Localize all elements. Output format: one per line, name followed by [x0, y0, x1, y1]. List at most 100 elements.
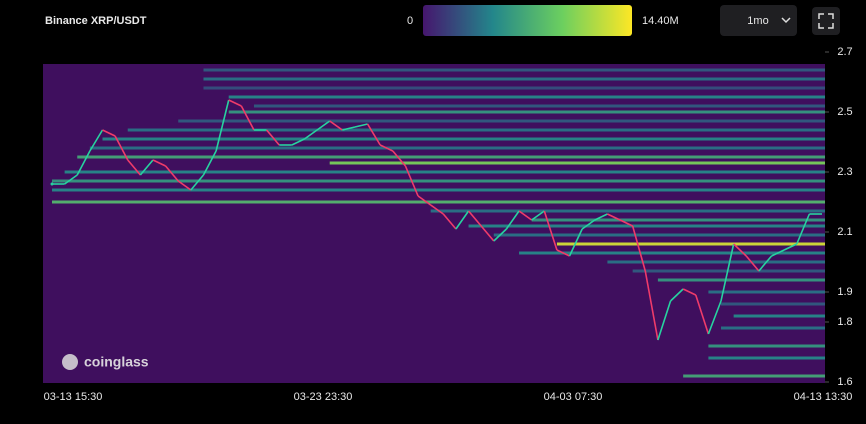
price-step	[127, 159, 141, 176]
price-step	[758, 255, 773, 272]
price-step	[442, 213, 457, 230]
price-step	[581, 219, 596, 230]
liquidity-band	[733, 314, 825, 318]
liquidity-band	[228, 110, 825, 114]
price-step	[556, 249, 570, 257]
price-step	[619, 219, 633, 227]
price-step	[745, 255, 760, 272]
price-step	[152, 159, 166, 167]
liquidity-band	[468, 224, 825, 228]
liquidity-band	[519, 251, 825, 255]
liquidity-band	[52, 188, 825, 192]
price-step	[404, 165, 419, 197]
liquidity-band	[178, 119, 826, 123]
colorbar-max: 14.40M	[642, 15, 679, 27]
price-step	[228, 99, 242, 107]
fullscreen-box[interactable]	[812, 7, 840, 35]
liquidity-band	[556, 242, 825, 246]
price-step	[430, 204, 444, 215]
interval-dropdown[interactable]: 1mo	[720, 5, 797, 36]
liquidity-band	[228, 95, 825, 99]
price-step	[164, 165, 179, 182]
price-step	[316, 120, 331, 131]
y-tick-label: 2.7	[837, 46, 852, 58]
liquidity-band	[52, 179, 825, 183]
liquidity-band	[708, 356, 825, 360]
dropdown-label[interactable]: 1mo	[747, 15, 768, 27]
price-step	[783, 243, 798, 251]
price-step	[720, 243, 735, 302]
price-step	[366, 123, 381, 146]
liquidity-band	[127, 128, 826, 132]
fullscreen-button[interactable]	[812, 7, 840, 35]
price-step	[607, 213, 621, 221]
price-step	[695, 294, 710, 335]
price-step	[796, 213, 811, 245]
price-step	[102, 129, 116, 137]
price-step	[771, 249, 785, 257]
colorbar-min: 0	[407, 15, 413, 27]
price-step	[467, 210, 482, 227]
liquidity-band	[493, 233, 825, 237]
liquidity-band	[102, 137, 825, 141]
price-step	[543, 210, 558, 251]
price-step	[669, 288, 684, 302]
price-step	[265, 129, 280, 146]
price-step	[354, 123, 368, 128]
price-step	[139, 159, 154, 176]
price-step	[505, 210, 520, 230]
price-step	[568, 228, 583, 257]
price-step	[190, 174, 205, 191]
y-tick-label: 1.8	[837, 316, 852, 328]
price-step	[417, 195, 432, 206]
x-tick-label: 04-13 13:30	[794, 391, 853, 403]
liquidity-band	[52, 200, 825, 204]
colorbar	[423, 5, 632, 36]
fullscreen-icon	[818, 13, 834, 29]
price-step	[89, 129, 104, 152]
liquidity-band	[203, 68, 825, 72]
price-step	[631, 225, 647, 272]
price-step	[342, 126, 356, 131]
liquidity-band	[329, 161, 825, 165]
liquidity-band	[64, 170, 826, 174]
liquidity-band	[683, 374, 825, 378]
y-tick-label: 2.1	[837, 226, 852, 238]
price-step	[733, 243, 747, 257]
price-step	[480, 225, 495, 242]
liquidity-band	[657, 278, 825, 282]
price-step	[177, 180, 192, 191]
chart-title: Binance XRP/USDT	[45, 15, 147, 27]
heatmap	[52, 68, 826, 378]
liquidity-band	[253, 104, 825, 108]
price-step	[291, 138, 305, 146]
price-step	[392, 150, 407, 167]
price-step	[493, 228, 507, 242]
dropdown-box[interactable]	[720, 5, 797, 36]
price-step	[215, 99, 230, 152]
liquidity-band	[89, 146, 826, 150]
y-tick-label: 2.5	[837, 106, 852, 118]
price-step	[64, 174, 78, 185]
liquidity-band	[708, 290, 825, 294]
liquidity-band	[607, 260, 825, 264]
liquidity-band	[531, 218, 825, 222]
price-step	[531, 210, 545, 221]
price-step	[682, 288, 697, 296]
price-step	[379, 144, 394, 152]
liquidity-band	[203, 77, 825, 81]
liquidity-band	[430, 209, 825, 213]
price-step	[329, 120, 343, 131]
x-tick-label: 04-03 07:30	[544, 391, 603, 403]
price-step	[644, 270, 659, 341]
price-step	[518, 210, 533, 221]
price-step	[455, 210, 470, 230]
price-step	[240, 105, 255, 131]
liquidity-band	[632, 269, 825, 273]
liquidity-band	[203, 86, 825, 90]
x-tick-label: 03-23 23:30	[294, 391, 353, 403]
axes: 2.7 2.5 2.3 2.1 1.9 1.8 1.6 03-13 15:30 03-23 23…	[44, 46, 853, 403]
price-step	[707, 300, 722, 335]
